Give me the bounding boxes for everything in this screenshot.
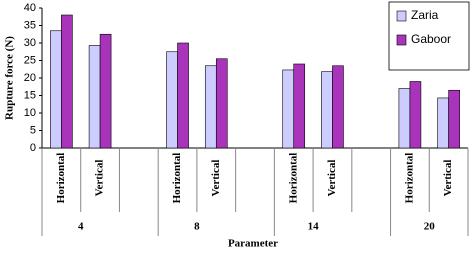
x-tick-label: Vertical bbox=[326, 160, 338, 197]
bar bbox=[282, 69, 295, 149]
x-tick-label: Vertical bbox=[94, 160, 106, 197]
y-tick-label: 5 bbox=[30, 124, 36, 136]
y-tick-label: 35 bbox=[24, 19, 36, 31]
bar bbox=[409, 81, 422, 149]
x-tick-label: Vertical bbox=[442, 160, 454, 197]
bar bbox=[448, 89, 460, 149]
x-tick-label: Horizontal bbox=[55, 153, 67, 204]
y-tick-label: 30 bbox=[24, 37, 36, 49]
group-label: 14 bbox=[308, 221, 320, 233]
bar bbox=[321, 71, 333, 149]
legend-label: Gaboor bbox=[411, 32, 451, 46]
y-tick-label: 0 bbox=[30, 142, 36, 154]
group-label: 20 bbox=[424, 221, 436, 233]
x-tick-label: Horizontal bbox=[171, 153, 183, 204]
x-tick-label: Horizontal bbox=[403, 153, 415, 204]
bar bbox=[88, 45, 101, 149]
bar bbox=[437, 97, 449, 149]
bar bbox=[50, 30, 62, 149]
legend-swatch bbox=[396, 10, 407, 22]
bar bbox=[215, 58, 228, 149]
y-axis-label: Rupture force (N) bbox=[4, 36, 16, 120]
bar bbox=[99, 33, 112, 149]
y-tick-label: 40 bbox=[24, 2, 36, 14]
y-tick-label: 25 bbox=[24, 54, 36, 66]
y-tick-label: 20 bbox=[24, 72, 36, 84]
x-axis-label: Parameter bbox=[228, 238, 278, 250]
bar bbox=[166, 51, 178, 149]
y-tick-label: 15 bbox=[24, 89, 36, 101]
bar bbox=[61, 14, 73, 149]
bar bbox=[177, 42, 189, 149]
group-label: 4 bbox=[78, 221, 84, 233]
bar bbox=[332, 65, 344, 149]
group-label: 8 bbox=[194, 221, 200, 233]
bar bbox=[293, 63, 306, 149]
x-tick-label: Horizontal bbox=[287, 153, 299, 204]
bar bbox=[204, 65, 217, 149]
legend-label: Zaria bbox=[411, 8, 439, 22]
legend-swatch bbox=[396, 34, 407, 46]
bar bbox=[398, 88, 411, 149]
x-tick-label: Vertical bbox=[210, 160, 222, 197]
y-tick-label: 10 bbox=[24, 107, 36, 119]
